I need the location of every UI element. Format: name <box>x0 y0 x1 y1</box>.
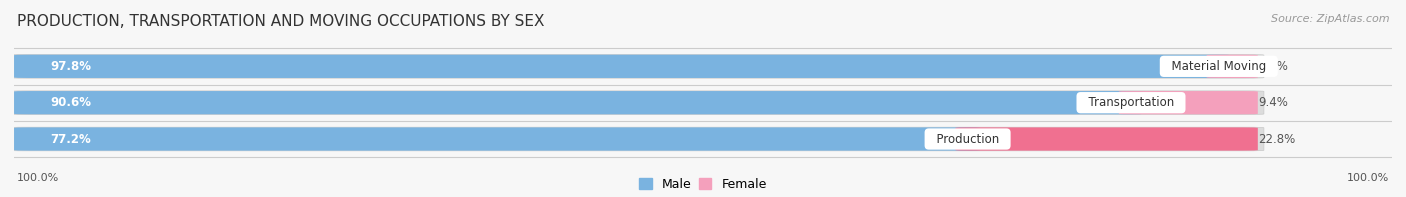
Text: Production: Production <box>929 133 1007 146</box>
FancyBboxPatch shape <box>1119 91 1258 114</box>
Text: 100.0%: 100.0% <box>1347 173 1389 183</box>
FancyBboxPatch shape <box>14 91 1143 114</box>
Legend: Male, Female: Male, Female <box>634 173 772 196</box>
Text: PRODUCTION, TRANSPORTATION AND MOVING OCCUPATIONS BY SEX: PRODUCTION, TRANSPORTATION AND MOVING OC… <box>17 14 544 29</box>
Text: Material Moving: Material Moving <box>1164 60 1274 73</box>
FancyBboxPatch shape <box>8 91 1264 114</box>
FancyBboxPatch shape <box>14 127 980 151</box>
Text: Source: ZipAtlas.com: Source: ZipAtlas.com <box>1271 14 1389 24</box>
Text: 2.2%: 2.2% <box>1258 60 1288 73</box>
Text: 9.4%: 9.4% <box>1258 96 1288 109</box>
Text: 22.8%: 22.8% <box>1258 133 1295 146</box>
Text: Transportation: Transportation <box>1081 96 1181 109</box>
Text: 90.6%: 90.6% <box>51 96 91 109</box>
FancyBboxPatch shape <box>8 55 1264 78</box>
FancyBboxPatch shape <box>1206 55 1258 78</box>
Text: 100.0%: 100.0% <box>17 173 59 183</box>
FancyBboxPatch shape <box>14 55 1232 78</box>
FancyBboxPatch shape <box>8 127 1264 151</box>
Text: 77.2%: 77.2% <box>51 133 91 146</box>
FancyBboxPatch shape <box>956 127 1258 151</box>
Text: 97.8%: 97.8% <box>51 60 91 73</box>
